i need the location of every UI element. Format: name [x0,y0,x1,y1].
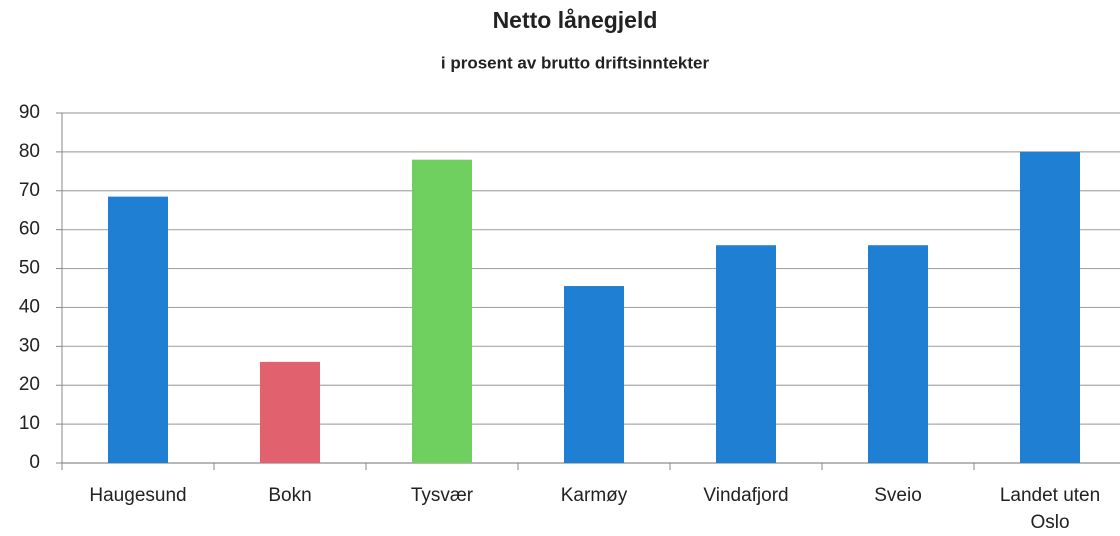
bar [716,245,776,463]
bar [260,361,320,463]
x-tick-label: Bokn [268,485,312,506]
chart-title: Netto lånegjeld [493,7,658,33]
y-tick-label: 50 [19,258,40,279]
y-tick-label: 80 [19,141,40,162]
y-tick-label: 40 [19,296,40,317]
bar [108,196,168,463]
x-tick-label: Haugesund [89,485,187,506]
x-tick-label: Vindafjord [703,485,789,506]
y-tick-label: 30 [19,335,40,356]
y-tick-label: 60 [19,219,40,240]
y-tick-label: 10 [19,413,40,434]
bar [412,159,472,463]
bar [1020,151,1080,463]
x-tick-label: Karmøy [560,485,628,506]
x-tick-label: Landet uten Oslo [999,485,1101,533]
y-tick-label: 70 [19,180,40,201]
x-tick-label: Sveio [874,485,922,506]
y-tick-label: 90 [19,102,40,123]
chart-subtitle: i prosent av brutto driftsinntekter [441,53,710,72]
x-tick-label: Tysvær [410,485,474,506]
bar [868,245,928,463]
y-tick-label: 20 [19,374,40,395]
bar [564,286,624,463]
y-tick-label: 0 [29,452,40,473]
